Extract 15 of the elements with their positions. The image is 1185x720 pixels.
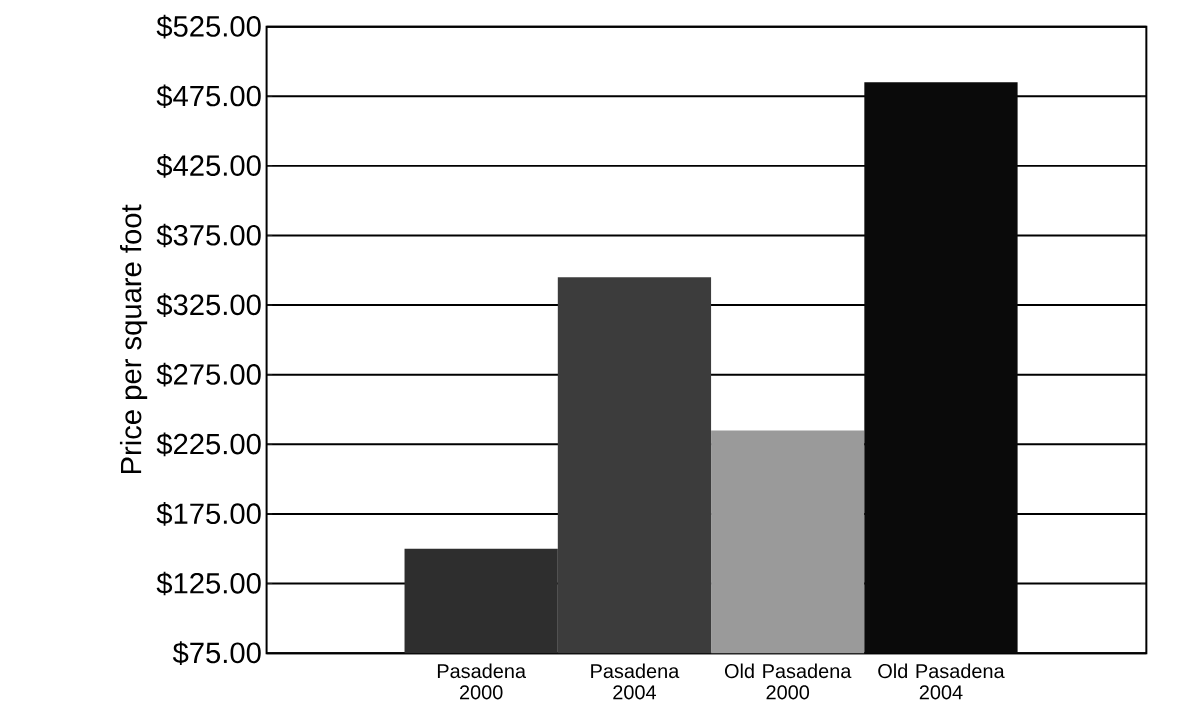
x-tick-label: Old Pasadena 2000: [724, 663, 852, 700]
y-tick-label: $475.00: [156, 84, 261, 109]
y-tick-label: $275.00: [156, 362, 261, 387]
x-tick-label: Pasadena 2000: [437, 663, 527, 700]
y-tick-label: $425.00: [156, 154, 261, 178]
y-tick-label: $325.00: [156, 293, 261, 318]
y-tick-label: $375.00: [156, 223, 261, 248]
x-tick-label: Old Pasadena 2004: [878, 663, 1005, 700]
y-tick-label: $125.00: [156, 571, 261, 596]
x-tick-label: Pasadena 2004: [591, 663, 680, 700]
y-axis-title: Price per square foot: [119, 204, 148, 474]
y-tick-label: $175.00: [156, 502, 261, 526]
y-tick-label: $525.00: [156, 14, 261, 39]
y-tick-label: $225.00: [156, 432, 261, 457]
y-tick-label: $75.00: [172, 641, 261, 666]
